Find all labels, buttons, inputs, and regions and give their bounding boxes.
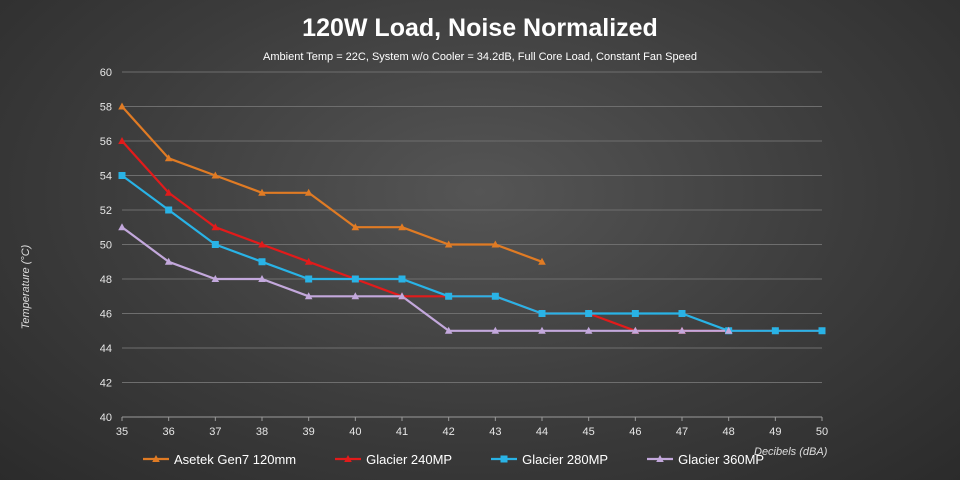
data-point bbox=[258, 258, 266, 266]
data-point bbox=[631, 310, 639, 317]
x-tick-label: 44 bbox=[536, 426, 548, 438]
data-point bbox=[678, 310, 686, 317]
chart-subtitle: Ambient Temp = 22C, System w/o Cooler = … bbox=[263, 51, 697, 63]
data-point bbox=[491, 326, 500, 334]
data-point bbox=[444, 326, 453, 334]
x-tick-label: 48 bbox=[723, 426, 735, 438]
y-tick-label: 48 bbox=[100, 274, 112, 286]
x-tick-label: 42 bbox=[443, 426, 455, 438]
series-line-2 bbox=[121, 174, 822, 332]
data-point bbox=[211, 241, 219, 248]
data-point bbox=[398, 275, 406, 283]
data-point bbox=[211, 223, 220, 231]
legend-item: Glacier 240MP bbox=[334, 452, 452, 467]
legend-label: Glacier 280MP bbox=[522, 451, 609, 467]
legend: Asetek Gen7 120mm Glacier 240MP Glacier 28… bbox=[142, 449, 764, 469]
x-tick-label: 35 bbox=[116, 426, 128, 438]
y-tick-label: 42 bbox=[100, 378, 112, 390]
data-point bbox=[444, 240, 453, 248]
data-point bbox=[304, 257, 313, 265]
data-point bbox=[118, 223, 126, 231]
x-tick-label: 41 bbox=[396, 426, 408, 438]
chart-title: 120W Load, Noise Normalized bbox=[302, 14, 658, 42]
data-point bbox=[631, 326, 640, 334]
legend-label: Glacier 240MP bbox=[366, 451, 453, 467]
data-point bbox=[538, 257, 546, 265]
x-tick-label: 47 bbox=[676, 426, 688, 438]
data-point bbox=[164, 257, 173, 265]
x-tick-label: 49 bbox=[769, 426, 781, 438]
y-tick-label: 60 bbox=[100, 67, 112, 79]
axes: 40 42 44 46 48 50 52 54 56 58 60 35 36 37 38 39 40 41 42 43… bbox=[100, 67, 828, 438]
data-point bbox=[398, 223, 406, 231]
legend-label: Glacier 360MP bbox=[678, 451, 765, 467]
data-point bbox=[304, 188, 313, 196]
data-point bbox=[351, 223, 360, 231]
y-axis-label: Temperature (°C) bbox=[20, 244, 32, 330]
x-tick-label: 40 bbox=[349, 426, 361, 438]
series-line-1 bbox=[121, 140, 822, 332]
legend-swatch bbox=[335, 455, 362, 462]
series-line-0 bbox=[121, 105, 543, 263]
x-tick-label: 37 bbox=[209, 426, 221, 438]
x-tick-label: 38 bbox=[256, 426, 268, 438]
x-axis-label: Decibels (dBA) bbox=[754, 446, 828, 458]
y-tick-label: 44 bbox=[100, 343, 112, 355]
y-tick-label: 56 bbox=[100, 136, 112, 148]
legend-label: Asetek Gen7 120mm bbox=[174, 451, 297, 467]
data-point bbox=[491, 240, 500, 248]
data-point bbox=[164, 188, 173, 196]
y-tick-label: 52 bbox=[100, 205, 112, 217]
x-tick-label: 43 bbox=[489, 426, 501, 438]
data-point bbox=[118, 137, 126, 144]
legend-swatch bbox=[143, 455, 169, 462]
data-point bbox=[258, 240, 266, 248]
data-point bbox=[445, 292, 453, 300]
legend-item: Glacier 280MP bbox=[490, 452, 608, 467]
data-point bbox=[398, 292, 406, 300]
x-tick-label: 46 bbox=[629, 426, 641, 438]
y-tick-label: 58 bbox=[100, 102, 112, 114]
data-point bbox=[118, 102, 126, 110]
series-lines bbox=[121, 105, 822, 332]
data-point bbox=[724, 326, 733, 334]
data-point bbox=[304, 292, 313, 300]
x-tick-label: 39 bbox=[303, 426, 315, 438]
data-point bbox=[164, 154, 173, 162]
data-point bbox=[584, 326, 593, 334]
series-markers bbox=[118, 102, 826, 335]
data-point bbox=[211, 275, 220, 282]
x-tick-label: 50 bbox=[816, 426, 828, 438]
data-point bbox=[818, 327, 826, 335]
legend-item: Glacier 360MP bbox=[646, 452, 764, 467]
data-point bbox=[351, 292, 360, 300]
data-point bbox=[305, 275, 313, 283]
data-point bbox=[351, 275, 359, 283]
y-tick-label: 46 bbox=[100, 309, 112, 321]
data-point bbox=[771, 327, 779, 335]
data-point bbox=[211, 171, 220, 179]
y-tick-label: 40 bbox=[100, 412, 112, 424]
x-tick-label: 45 bbox=[583, 426, 595, 438]
data-point bbox=[538, 310, 546, 317]
series-line-3 bbox=[121, 226, 729, 332]
legend-swatch bbox=[491, 455, 518, 463]
data-point bbox=[585, 310, 593, 317]
data-point bbox=[678, 326, 686, 334]
data-point bbox=[258, 188, 266, 196]
data-point bbox=[258, 275, 266, 282]
data-point bbox=[118, 172, 126, 179]
y-tick-label: 50 bbox=[100, 240, 112, 252]
legend-swatch bbox=[647, 455, 674, 462]
data-point bbox=[165, 206, 173, 214]
x-tick-label: 36 bbox=[163, 426, 175, 438]
data-point bbox=[491, 292, 499, 300]
data-point bbox=[538, 326, 546, 334]
y-tick-label: 54 bbox=[100, 171, 112, 183]
legend-item: Asetek Gen7 120mm bbox=[142, 452, 296, 467]
